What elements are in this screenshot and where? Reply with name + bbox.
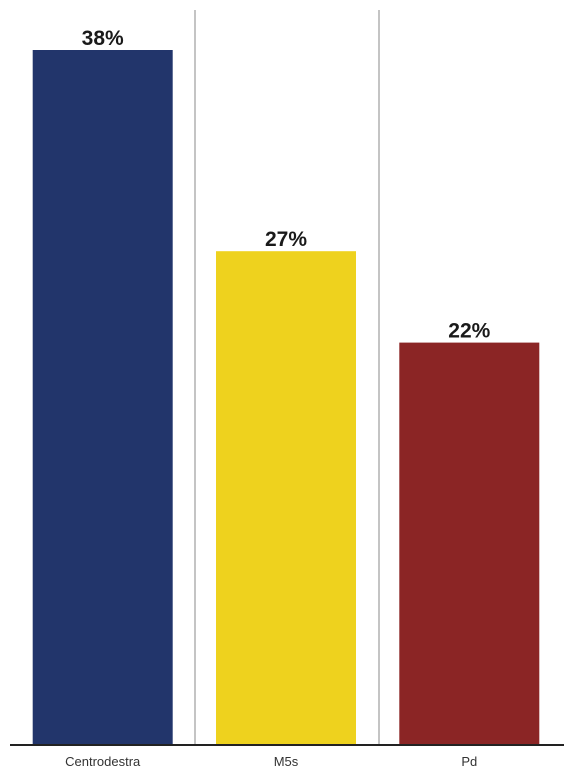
- bar-pd: [399, 342, 540, 745]
- bars-group: [32, 50, 540, 745]
- category-labels-group: Centrodestra M5s Pd: [65, 754, 477, 769]
- bar-m5s: [216, 251, 356, 745]
- category-dividers: [194, 10, 380, 745]
- value-labels-group: 38% 27% 22%: [82, 27, 491, 343]
- value-label-centrodestra: 38%: [82, 27, 124, 50]
- value-label-pd: 22%: [448, 320, 490, 343]
- value-label-m5s: 27%: [265, 228, 307, 251]
- category-label-pd: Pd: [461, 754, 477, 769]
- category-label-centrodestra: Centrodestra: [65, 754, 141, 769]
- category-label-m5s: M5s: [274, 754, 299, 769]
- bar-centrodestra: [32, 50, 173, 745]
